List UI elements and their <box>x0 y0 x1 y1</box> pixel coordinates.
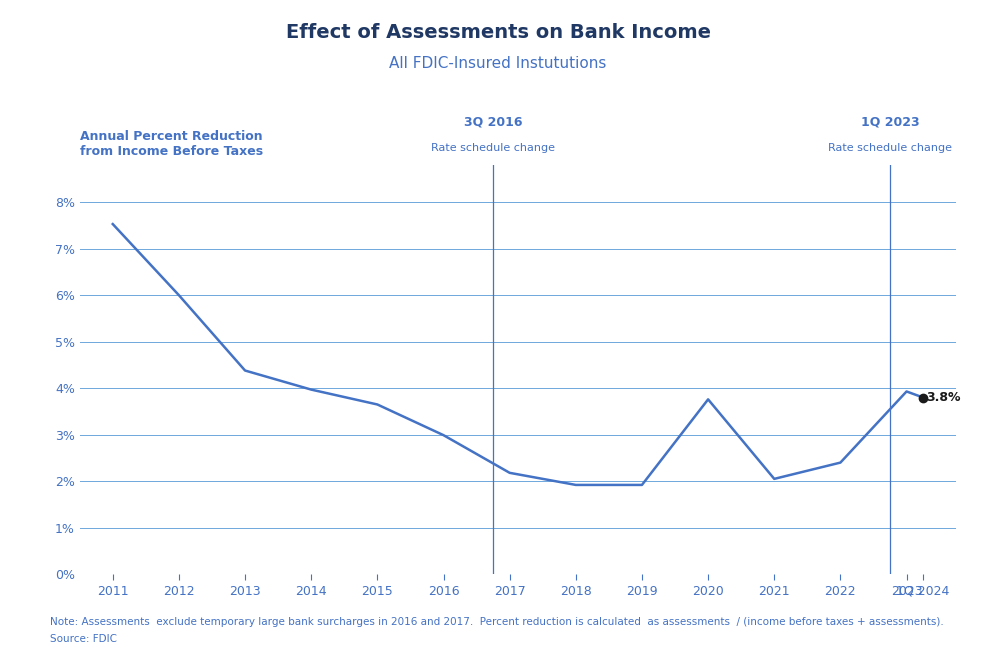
Text: Note: Assessments  exclude temporary large bank surcharges in 2016 and 2017.  Pe: Note: Assessments exclude temporary larg… <box>50 617 943 627</box>
Text: All FDIC-Insured Instututions: All FDIC-Insured Instututions <box>389 56 607 71</box>
Text: Annual Percent Reduction
from Income Before Taxes: Annual Percent Reduction from Income Bef… <box>80 131 263 158</box>
Text: 3Q 2016: 3Q 2016 <box>464 115 522 128</box>
Text: Effect of Assessments on Bank Income: Effect of Assessments on Bank Income <box>286 23 710 42</box>
Text: Rate schedule change: Rate schedule change <box>828 143 952 152</box>
Text: 3.8%: 3.8% <box>926 391 961 404</box>
Text: Rate schedule change: Rate schedule change <box>431 143 555 152</box>
Text: Source: FDIC: Source: FDIC <box>50 634 117 644</box>
Text: 1Q 2023: 1Q 2023 <box>861 115 919 128</box>
